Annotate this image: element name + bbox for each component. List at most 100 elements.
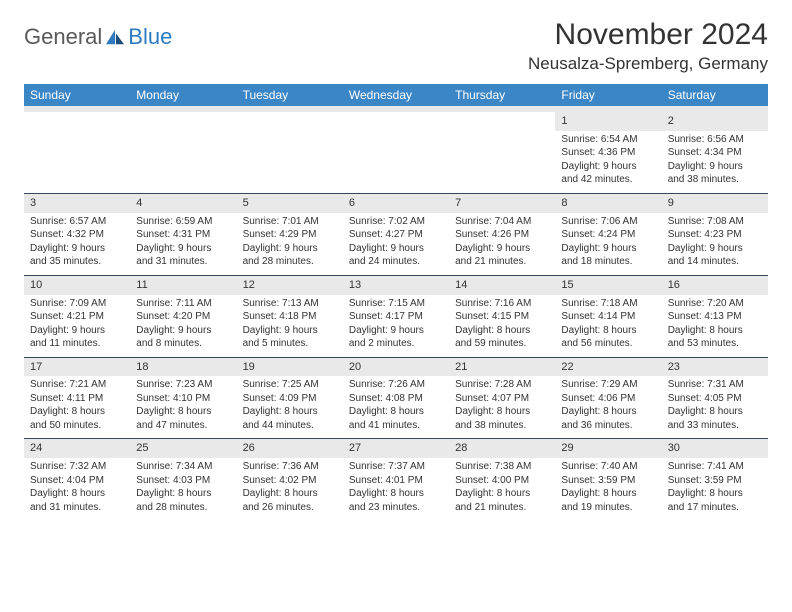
day-info-cell: Sunrise: 7:08 AMSunset: 4:23 PMDaylight:…: [662, 213, 768, 276]
day-number-cell: 4: [130, 193, 236, 212]
day-info-cell: Sunrise: 7:15 AMSunset: 4:17 PMDaylight:…: [343, 295, 449, 358]
day-info-cell: Sunrise: 6:59 AMSunset: 4:31 PMDaylight:…: [130, 213, 236, 276]
day-number-cell: 18: [130, 357, 236, 376]
info-row: Sunrise: 7:21 AMSunset: 4:11 PMDaylight:…: [24, 376, 768, 439]
day-number-cell: 15: [555, 275, 661, 294]
info-row: Sunrise: 7:32 AMSunset: 4:04 PMDaylight:…: [24, 458, 768, 520]
day-info: Sunrise: 7:36 AMSunset: 4:02 PMDaylight:…: [243, 460, 337, 514]
day-number-cell: 7: [449, 193, 555, 212]
day-info: Sunrise: 7:32 AMSunset: 4:04 PMDaylight:…: [30, 460, 124, 514]
day-info-cell: Sunrise: 7:40 AMSunset: 3:59 PMDaylight:…: [555, 458, 661, 520]
day-number-cell: 10: [24, 275, 130, 294]
day-info-cell: Sunrise: 7:38 AMSunset: 4:00 PMDaylight:…: [449, 458, 555, 520]
day-number-cell: 17: [24, 357, 130, 376]
day-number-cell: 5: [237, 193, 343, 212]
weekday-header: Saturday: [662, 84, 768, 106]
day-number-cell: 30: [662, 439, 768, 458]
weekday-header-row: SundayMondayTuesdayWednesdayThursdayFrid…: [24, 84, 768, 106]
weekday-header: Sunday: [24, 84, 130, 106]
day-info: Sunrise: 7:25 AMSunset: 4:09 PMDaylight:…: [243, 378, 337, 432]
day-info-cell: Sunrise: 7:20 AMSunset: 4:13 PMDaylight:…: [662, 295, 768, 358]
day-number-cell: 13: [343, 275, 449, 294]
day-info-cell: [449, 131, 555, 194]
day-info: Sunrise: 7:09 AMSunset: 4:21 PMDaylight:…: [30, 297, 124, 351]
day-info: Sunrise: 7:13 AMSunset: 4:18 PMDaylight:…: [243, 297, 337, 351]
day-number-cell: 9: [662, 193, 768, 212]
day-info: Sunrise: 7:41 AMSunset: 3:59 PMDaylight:…: [668, 460, 762, 514]
day-number-cell: 22: [555, 357, 661, 376]
day-number-cell: 1: [555, 112, 661, 131]
day-info: Sunrise: 7:20 AMSunset: 4:13 PMDaylight:…: [668, 297, 762, 351]
day-info-cell: Sunrise: 7:01 AMSunset: 4:29 PMDaylight:…: [237, 213, 343, 276]
day-number-cell: 25: [130, 439, 236, 458]
day-info: Sunrise: 7:04 AMSunset: 4:26 PMDaylight:…: [455, 215, 549, 269]
day-number-cell: 23: [662, 357, 768, 376]
weekday-header: Wednesday: [343, 84, 449, 106]
weekday-header: Monday: [130, 84, 236, 106]
day-number-cell: 26: [237, 439, 343, 458]
day-info-cell: Sunrise: 7:32 AMSunset: 4:04 PMDaylight:…: [24, 458, 130, 520]
day-info-cell: [343, 131, 449, 194]
day-number-cell: [130, 112, 236, 131]
day-number-cell: 12: [237, 275, 343, 294]
day-number-cell: [449, 112, 555, 131]
day-info-cell: Sunrise: 7:25 AMSunset: 4:09 PMDaylight:…: [237, 376, 343, 439]
day-info-cell: Sunrise: 7:37 AMSunset: 4:01 PMDaylight:…: [343, 458, 449, 520]
sail-icon: [104, 28, 126, 46]
day-info: Sunrise: 7:16 AMSunset: 4:15 PMDaylight:…: [455, 297, 549, 351]
daynum-row: 24252627282930: [24, 439, 768, 458]
weekday-header: Friday: [555, 84, 661, 106]
day-info: Sunrise: 6:56 AMSunset: 4:34 PMDaylight:…: [668, 133, 762, 187]
day-info-cell: Sunrise: 7:23 AMSunset: 4:10 PMDaylight:…: [130, 376, 236, 439]
day-number-cell: 3: [24, 193, 130, 212]
title-block: November 2024 Neusalza-Spremberg, German…: [528, 18, 768, 74]
weekday-header: Thursday: [449, 84, 555, 106]
day-number-cell: 16: [662, 275, 768, 294]
daynum-row: 12: [24, 112, 768, 131]
day-info-cell: Sunrise: 7:31 AMSunset: 4:05 PMDaylight:…: [662, 376, 768, 439]
day-info-cell: Sunrise: 6:54 AMSunset: 4:36 PMDaylight:…: [555, 131, 661, 194]
day-info: Sunrise: 7:21 AMSunset: 4:11 PMDaylight:…: [30, 378, 124, 432]
day-info: Sunrise: 7:18 AMSunset: 4:14 PMDaylight:…: [561, 297, 655, 351]
month-title: November 2024: [528, 18, 768, 52]
brand-text-general: General: [24, 24, 102, 50]
day-number-cell: 28: [449, 439, 555, 458]
day-info: Sunrise: 7:23 AMSunset: 4:10 PMDaylight:…: [136, 378, 230, 432]
day-info-cell: Sunrise: 7:41 AMSunset: 3:59 PMDaylight:…: [662, 458, 768, 520]
day-info-cell: Sunrise: 6:57 AMSunset: 4:32 PMDaylight:…: [24, 213, 130, 276]
day-info-cell: Sunrise: 7:34 AMSunset: 4:03 PMDaylight:…: [130, 458, 236, 520]
day-info-cell: Sunrise: 7:16 AMSunset: 4:15 PMDaylight:…: [449, 295, 555, 358]
daynum-row: 3456789: [24, 193, 768, 212]
day-number-cell: [237, 112, 343, 131]
day-info-cell: Sunrise: 7:18 AMSunset: 4:14 PMDaylight:…: [555, 295, 661, 358]
info-row: Sunrise: 6:54 AMSunset: 4:36 PMDaylight:…: [24, 131, 768, 194]
day-info: Sunrise: 7:34 AMSunset: 4:03 PMDaylight:…: [136, 460, 230, 514]
day-number-cell: [343, 112, 449, 131]
day-info-cell: [130, 131, 236, 194]
day-info: Sunrise: 7:29 AMSunset: 4:06 PMDaylight:…: [561, 378, 655, 432]
day-info: Sunrise: 7:26 AMSunset: 4:08 PMDaylight:…: [349, 378, 443, 432]
day-number-cell: 19: [237, 357, 343, 376]
day-number-cell: 27: [343, 439, 449, 458]
info-row: Sunrise: 7:09 AMSunset: 4:21 PMDaylight:…: [24, 295, 768, 358]
day-info-cell: Sunrise: 7:36 AMSunset: 4:02 PMDaylight:…: [237, 458, 343, 520]
day-info-cell: Sunrise: 7:11 AMSunset: 4:20 PMDaylight:…: [130, 295, 236, 358]
day-info-cell: Sunrise: 7:26 AMSunset: 4:08 PMDaylight:…: [343, 376, 449, 439]
day-info: Sunrise: 7:11 AMSunset: 4:20 PMDaylight:…: [136, 297, 230, 351]
day-info-cell: Sunrise: 7:13 AMSunset: 4:18 PMDaylight:…: [237, 295, 343, 358]
day-info: Sunrise: 7:38 AMSunset: 4:00 PMDaylight:…: [455, 460, 549, 514]
day-info-cell: [237, 131, 343, 194]
calendar-table: SundayMondayTuesdayWednesdayThursdayFrid…: [24, 84, 768, 520]
brand-text-blue: Blue: [128, 24, 172, 50]
day-info: Sunrise: 7:37 AMSunset: 4:01 PMDaylight:…: [349, 460, 443, 514]
day-info-cell: Sunrise: 7:04 AMSunset: 4:26 PMDaylight:…: [449, 213, 555, 276]
day-info: Sunrise: 7:15 AMSunset: 4:17 PMDaylight:…: [349, 297, 443, 351]
day-info-cell: Sunrise: 7:09 AMSunset: 4:21 PMDaylight:…: [24, 295, 130, 358]
day-info: Sunrise: 6:57 AMSunset: 4:32 PMDaylight:…: [30, 215, 124, 269]
day-number-cell: 29: [555, 439, 661, 458]
day-info-cell: Sunrise: 7:02 AMSunset: 4:27 PMDaylight:…: [343, 213, 449, 276]
day-info: Sunrise: 7:31 AMSunset: 4:05 PMDaylight:…: [668, 378, 762, 432]
day-number-cell: 14: [449, 275, 555, 294]
day-number-cell: 24: [24, 439, 130, 458]
day-info: Sunrise: 7:02 AMSunset: 4:27 PMDaylight:…: [349, 215, 443, 269]
